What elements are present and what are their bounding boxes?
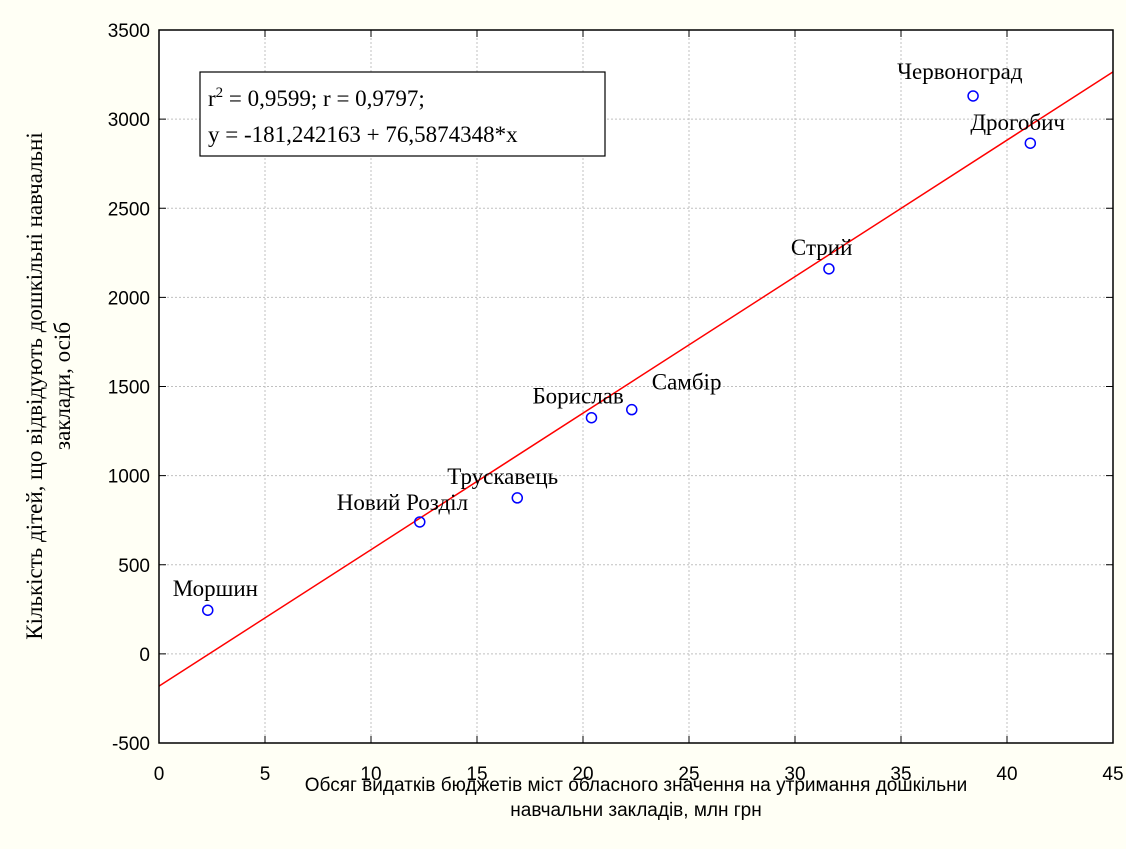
y-axis-title-line-2: заклади, осіб — [50, 322, 75, 450]
stats-box: r2 = 0,9599; r = 0,9797; y = -181,242163… — [199, 71, 606, 157]
data-point — [967, 90, 979, 102]
x-ticks: 0 5 10 15 20 25 30 35 40 45 — [154, 30, 1124, 785]
x-axis-title-line-2: навчальни закладів, млн грн — [510, 800, 761, 821]
stats-r2-line: r2 = 0,9599; r = 0,9797; — [208, 85, 425, 111]
y-tick-label: -500 — [112, 734, 150, 755]
x-tick-label: 15 — [466, 764, 487, 785]
x-tick-label: 25 — [678, 764, 699, 785]
data-point — [511, 492, 524, 504]
x-tick-label: 40 — [996, 764, 1017, 785]
y-tick-label: 3500 — [108, 21, 150, 42]
stats-r2-prefix: r — [208, 86, 216, 111]
stats-r2-sup: 2 — [216, 85, 224, 101]
x-axis-title-line-1: Обсяг видатків бюджетів міст обласного з… — [305, 775, 967, 796]
x-tick-label: 30 — [784, 764, 805, 785]
data-point — [202, 604, 214, 616]
stats-equation: y = -181,242163 + 76,5874348*x — [208, 122, 518, 147]
y-tick-label: 1500 — [108, 378, 150, 399]
y-axis-title-line-1: Кількість дітей, що відвідують дошкільні… — [22, 132, 47, 640]
stats-r2-rest: = 0,9599; r = 0,9797; — [223, 86, 425, 111]
x-tick-label: 20 — [572, 764, 593, 785]
data-point — [414, 516, 426, 528]
regression-line — [158, 71, 1114, 687]
y-tick-label: 1000 — [108, 467, 150, 488]
data-point — [585, 411, 598, 424]
y-ticks: -500 0 500 1000 1500 2000 2500 3000 3500 — [108, 21, 1113, 755]
grid — [159, 30, 1113, 743]
data-point — [1024, 137, 1037, 149]
point-label: Червоноград — [897, 59, 1023, 84]
x-tick-label: 5 — [260, 764, 271, 785]
data-point — [626, 403, 638, 416]
point-label: Трускавець — [447, 464, 558, 489]
y-tick-label: 0 — [139, 645, 150, 666]
point-label: Моршин — [173, 576, 258, 601]
y-tick-label: 3000 — [108, 110, 150, 131]
y-tick-label: 2000 — [108, 288, 150, 309]
data-point — [823, 263, 835, 275]
x-tick-label: 45 — [1102, 764, 1123, 785]
point-label: Дрогобич — [970, 110, 1065, 135]
point-label: Борислав — [532, 384, 623, 409]
x-tick-label: 35 — [890, 764, 911, 785]
y-tick-label: 2500 — [108, 199, 150, 220]
y-tick-label: 500 — [118, 556, 150, 577]
x-tick-label: 0 — [154, 764, 165, 785]
point-label: Самбір — [652, 370, 722, 395]
x-tick-label: 10 — [360, 764, 381, 785]
plot-frame — [158, 29, 1114, 744]
point-label: Стрий — [791, 235, 853, 260]
point-label: Новий Розділ — [337, 490, 468, 515]
